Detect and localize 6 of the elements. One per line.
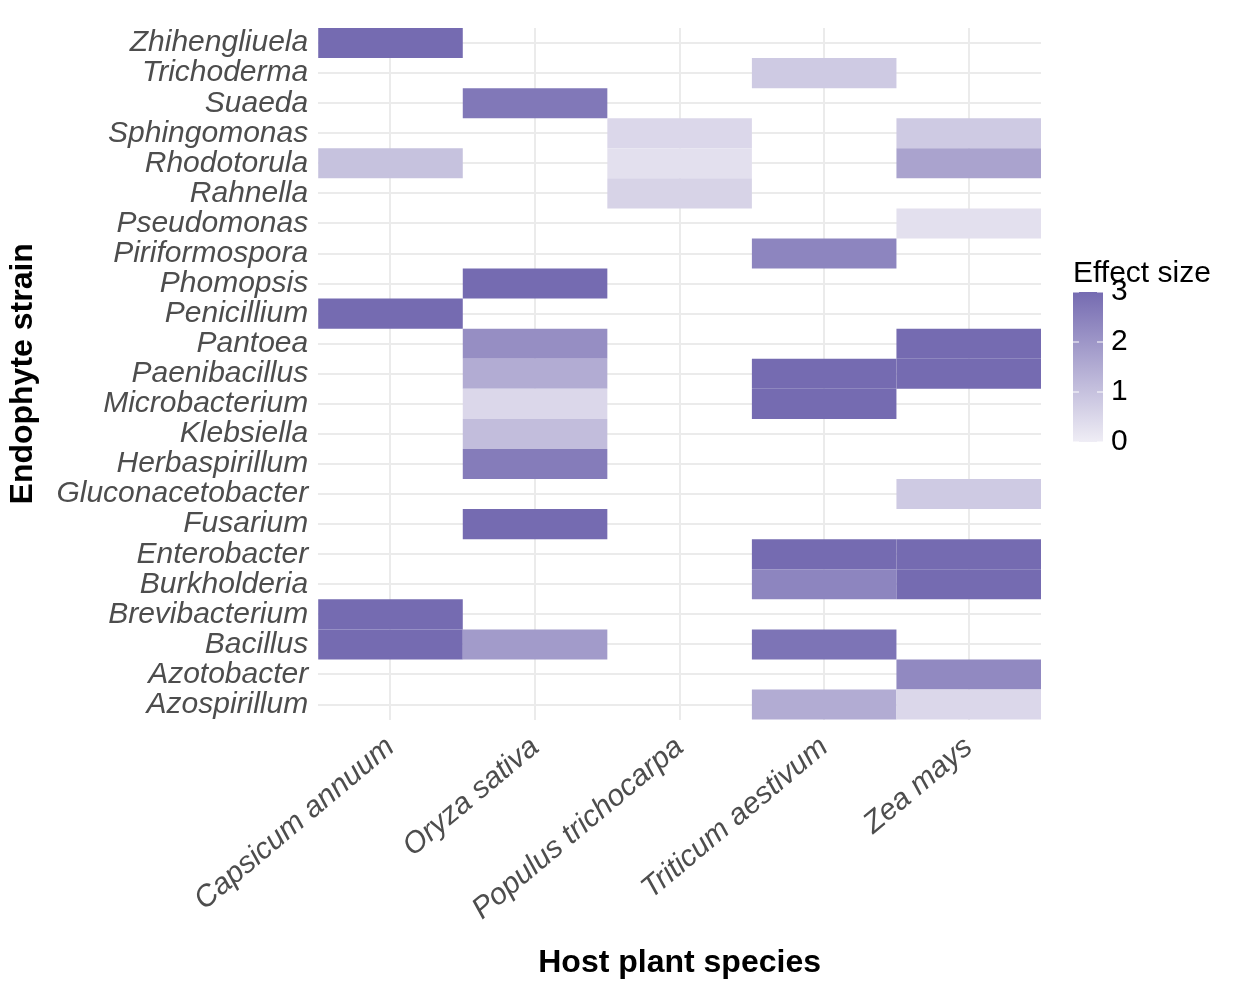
y-axis-title: Endophyte strain <box>3 243 40 505</box>
color-bar-label: 2 <box>1111 323 1128 357</box>
color-bar-label: 0 <box>1111 423 1128 457</box>
y-tick-label: Zhihengliuela <box>128 24 309 58</box>
x-axis-title: Host plant species <box>538 942 821 979</box>
color-bar-label: 1 <box>1111 373 1128 407</box>
